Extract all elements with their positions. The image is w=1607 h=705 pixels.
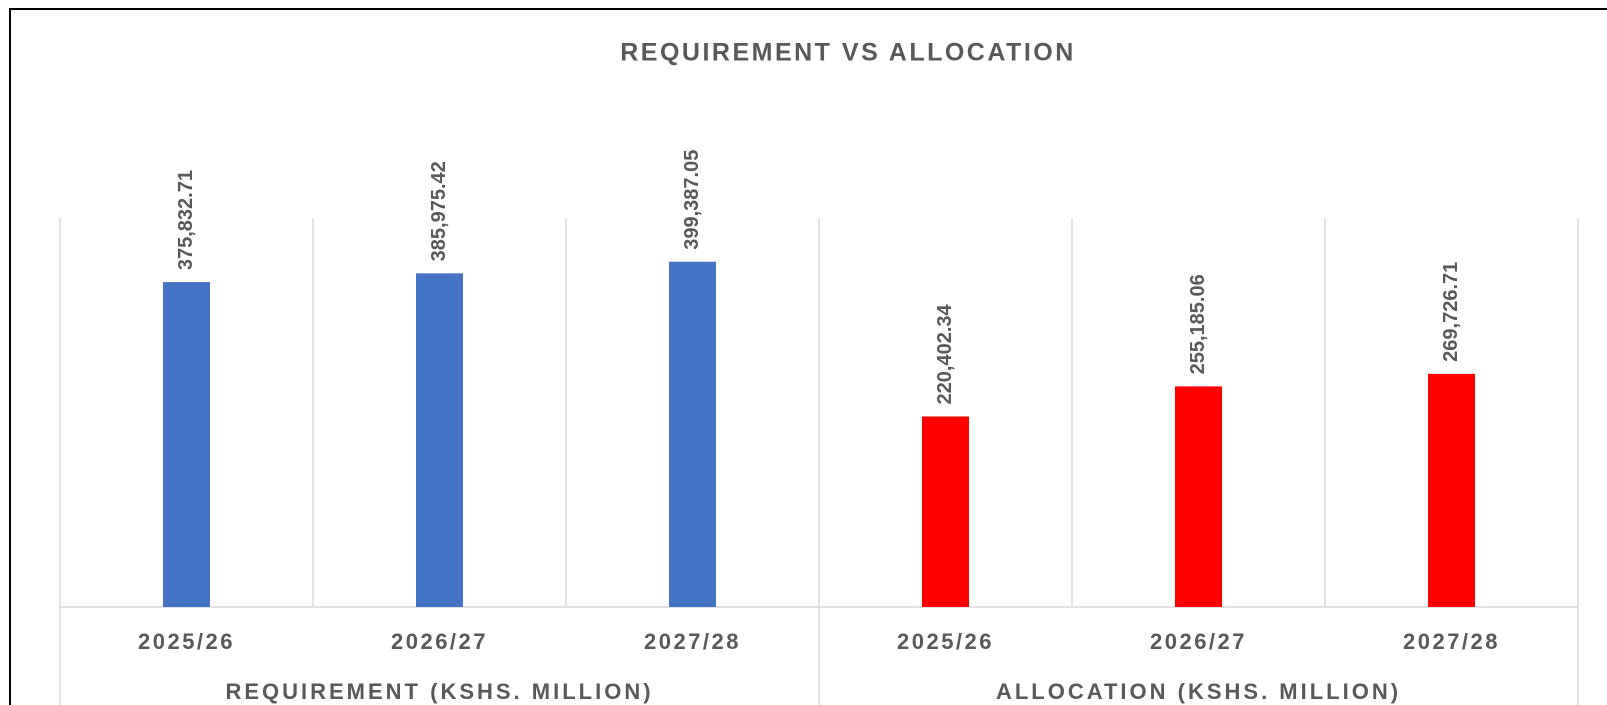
x-tick-label: 2026/27 xyxy=(391,629,488,654)
bar xyxy=(669,261,716,607)
group-label: REQUIREMENT (KSHS. MILLION) xyxy=(225,679,653,704)
group-label: ALLOCATION (KSHS. MILLION) xyxy=(996,679,1401,704)
x-tick-label: 2026/27 xyxy=(1150,629,1247,654)
x-tick-label: 2025/26 xyxy=(897,629,994,654)
value-label: 399,387.05 xyxy=(681,150,703,250)
bar xyxy=(922,416,969,607)
value-label: 220,402.34 xyxy=(934,303,956,404)
chart-title: REQUIREMENT VS ALLOCATION xyxy=(620,39,1076,67)
x-tick-label: 2025/26 xyxy=(138,629,235,654)
value-label: 255,185.06 xyxy=(1187,274,1209,374)
bar xyxy=(1428,373,1475,607)
x-tick-label: 2027/28 xyxy=(1403,629,1500,654)
value-label: 385,975.42 xyxy=(428,161,450,261)
x-tick-label: 2027/28 xyxy=(644,629,741,654)
value-label: 269,726.71 xyxy=(1440,262,1462,362)
bar xyxy=(1175,386,1222,607)
bar xyxy=(163,282,210,607)
value-label: 375,832.71 xyxy=(175,170,197,270)
bar xyxy=(416,273,463,607)
chart-border xyxy=(9,8,1607,705)
